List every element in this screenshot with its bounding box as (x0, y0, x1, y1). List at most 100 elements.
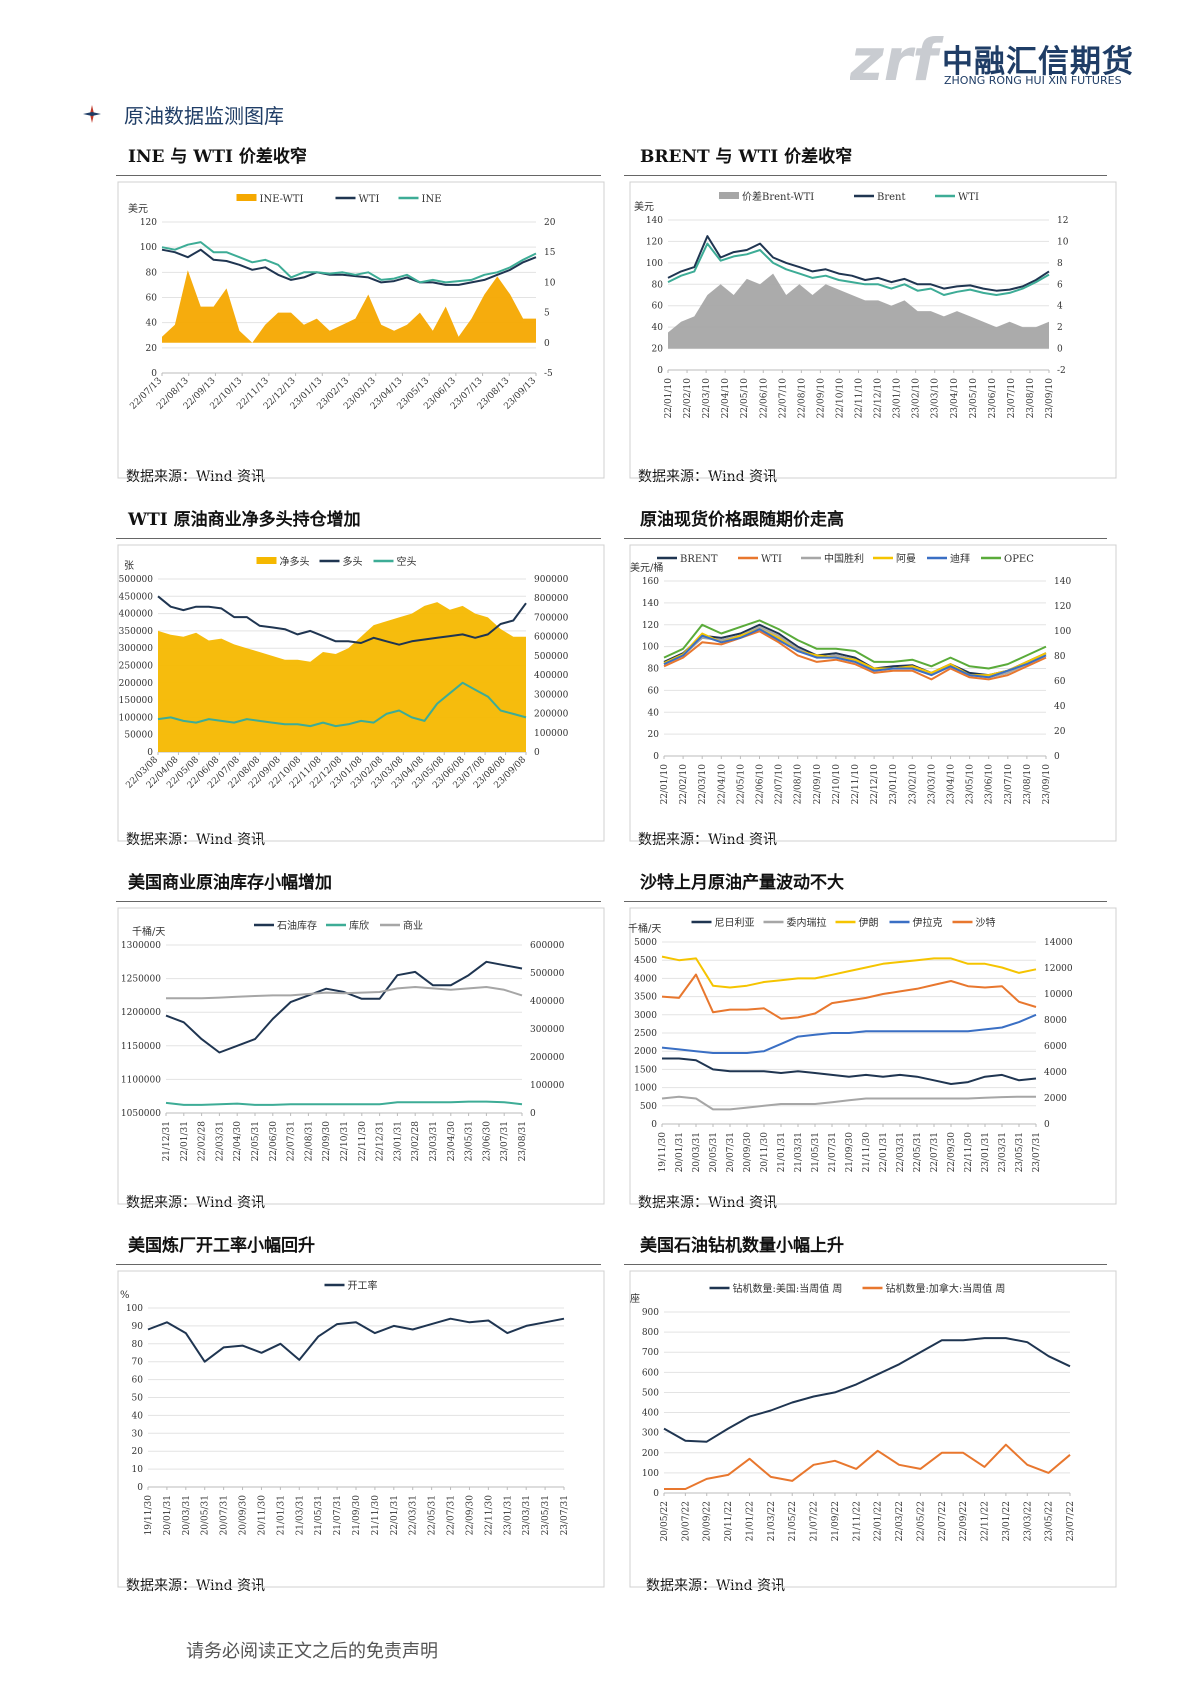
series-area (162, 270, 536, 343)
x-tick-label: 20/07/31 (726, 1132, 736, 1172)
y-tick-left: 1200000 (121, 1008, 161, 1018)
x-tick-label: 23/07/10 (1004, 764, 1014, 805)
y-tick-right: -2 (1057, 366, 1066, 376)
x-tick-label: 23/04/10 (947, 764, 957, 805)
chart-frame (629, 544, 1117, 842)
chart-frame (117, 181, 605, 479)
x-tick-label: 20/11/30 (760, 1132, 770, 1173)
x-tick-label: 23/06/30 (482, 1121, 492, 1162)
legend-item: Brent (854, 192, 906, 203)
legend-label: INE (422, 194, 442, 205)
legend-item: 库欣 (326, 919, 369, 932)
x-tick-label: 22/07/10 (775, 764, 785, 805)
x-tick-label: 22/06/10 (759, 378, 769, 419)
chart-divider (624, 901, 1107, 902)
x-tick-label: 22/11/30 (484, 1495, 494, 1536)
x-tick-label: 22/02/10 (683, 378, 693, 419)
legend-label: 石油库存 (277, 919, 317, 932)
legend-label: WTI (359, 194, 380, 205)
legend-label: 中国胜利 (824, 552, 864, 565)
chart-source: 数据来源：Wind 资讯 (638, 832, 778, 848)
y-tick-left: 100 (126, 1304, 143, 1314)
x-tick-label: 20/11/30 (257, 1495, 267, 1536)
chart-source: 数据来源：Wind 资讯 (646, 1578, 786, 1594)
legend-item: INE-WTI (236, 194, 303, 205)
series-line (161, 248, 537, 286)
x-tick-label: 23/02/10 (912, 378, 922, 419)
y-tick-left: 600 (642, 1368, 659, 1378)
y-tick-right: 0 (1057, 345, 1063, 355)
x-tick-label: 22/08/31 (304, 1121, 314, 1161)
legend-label: 迪拜 (950, 553, 970, 565)
x-tick-label: 21/03/31 (794, 1132, 804, 1172)
x-tick-label: 20/03/31 (692, 1132, 702, 1172)
legend-item: 空头 (373, 555, 417, 568)
y-tick-left: 40 (146, 319, 158, 329)
x-tick-label: 22/01/31 (390, 1495, 400, 1535)
x-tick-label: 23/01/10 (889, 764, 899, 805)
y-tick-right: 100000 (534, 729, 569, 739)
x-tick-label: 23/08/10 (1023, 764, 1033, 805)
y-tick-right: 0 (1054, 752, 1060, 762)
y-tick-left: 200 (642, 1449, 659, 1459)
x-tick-label: 22/04/10 (721, 378, 731, 419)
y-tick-left: 70 (132, 1358, 144, 1368)
y-tick-left: 100000 (119, 713, 154, 723)
x-tick-label: 22/11/30 (358, 1121, 368, 1162)
x-tick-label: 23/06/10 (988, 378, 998, 419)
x-tick-label: 21/01/31 (777, 1132, 787, 1172)
y-tick-right: 4 (1057, 302, 1063, 312)
y-tick-right: 2 (1057, 323, 1063, 333)
x-tick-label: 22/07/22 (938, 1501, 948, 1541)
y-tick-right: 100000 (530, 1081, 565, 1091)
x-tick-label: 20/03/31 (182, 1495, 192, 1535)
y-tick-left: 1500 (634, 1065, 657, 1075)
legend-label: 沙特 (976, 917, 996, 929)
y-tick-right: 10000 (1044, 990, 1073, 1000)
y-tick-right: 200000 (530, 1053, 565, 1063)
y-tick-right: 40 (1054, 702, 1066, 712)
x-tick-label: 20/09/22 (703, 1501, 713, 1541)
y-tick-left: 150000 (119, 696, 154, 706)
x-tick-label: 22/07/31 (930, 1132, 940, 1172)
y-tick-left: 900 (642, 1308, 659, 1318)
chart-source: 数据来源：Wind 资讯 (126, 832, 266, 848)
x-tick-label: 23/07/31 (560, 1495, 570, 1535)
legend-label: 伊拉克 (913, 916, 943, 929)
x-tick-label: 22/12/10 (870, 764, 880, 805)
y-tick-left: 2500 (634, 1029, 657, 1039)
x-tick-label: 21/05/31 (314, 1495, 324, 1535)
x-tick-label: 23/01/31 (393, 1121, 403, 1161)
x-tick-label: 22/05/31 (428, 1495, 438, 1535)
legend-item: 迪拜 (927, 553, 970, 565)
section-title: 原油数据监测图库 (124, 104, 284, 128)
x-tick-label: 23/07/31 (500, 1121, 510, 1161)
legend-item: 净多头 (256, 555, 310, 568)
y-tick-left: 160 (642, 577, 659, 587)
x-tick-label: 22/05/10 (740, 378, 750, 419)
x-tick-label: 19/11/30 (658, 1132, 668, 1173)
series-line (661, 955, 1037, 989)
legend-label: 多头 (343, 555, 363, 568)
x-tick-label: 22/01/31 (180, 1121, 190, 1161)
y-tick-right: 15 (544, 248, 556, 258)
legend-label: 商业 (403, 919, 423, 932)
chart-3: 0 50000 100000 150000 200000 250000 300000 3500… (116, 543, 606, 847)
chart-frame (117, 1270, 605, 1588)
x-tick-label: 20/07/31 (220, 1495, 230, 1535)
y-tick-right: 600000 (530, 941, 565, 951)
legend-item: 委内瑞拉 (763, 916, 827, 929)
chart-source: 数据来源：Wind 资讯 (638, 1195, 778, 1211)
series-line (667, 242, 1050, 296)
y-tick-right: 800000 (534, 594, 569, 604)
logo-cn: 中融汇信期货 (942, 44, 1134, 80)
x-tick-label: 23/01/22 (1002, 1501, 1012, 1541)
y-tick-left: 700 (642, 1348, 659, 1358)
x-tick-label: 22/10/31 (340, 1121, 350, 1161)
y-tick-left: 40 (648, 708, 660, 718)
y-tick-right: 120 (1054, 602, 1071, 612)
y-tick-left: 800 (642, 1328, 659, 1338)
chart-8: 0 100 200 300 400 500 600 700 800 900 座 20/05/22 20/… (628, 1269, 1118, 1593)
x-tick-label: 19/11/30 (144, 1495, 154, 1536)
x-tick-label: 20/07/22 (681, 1501, 691, 1541)
